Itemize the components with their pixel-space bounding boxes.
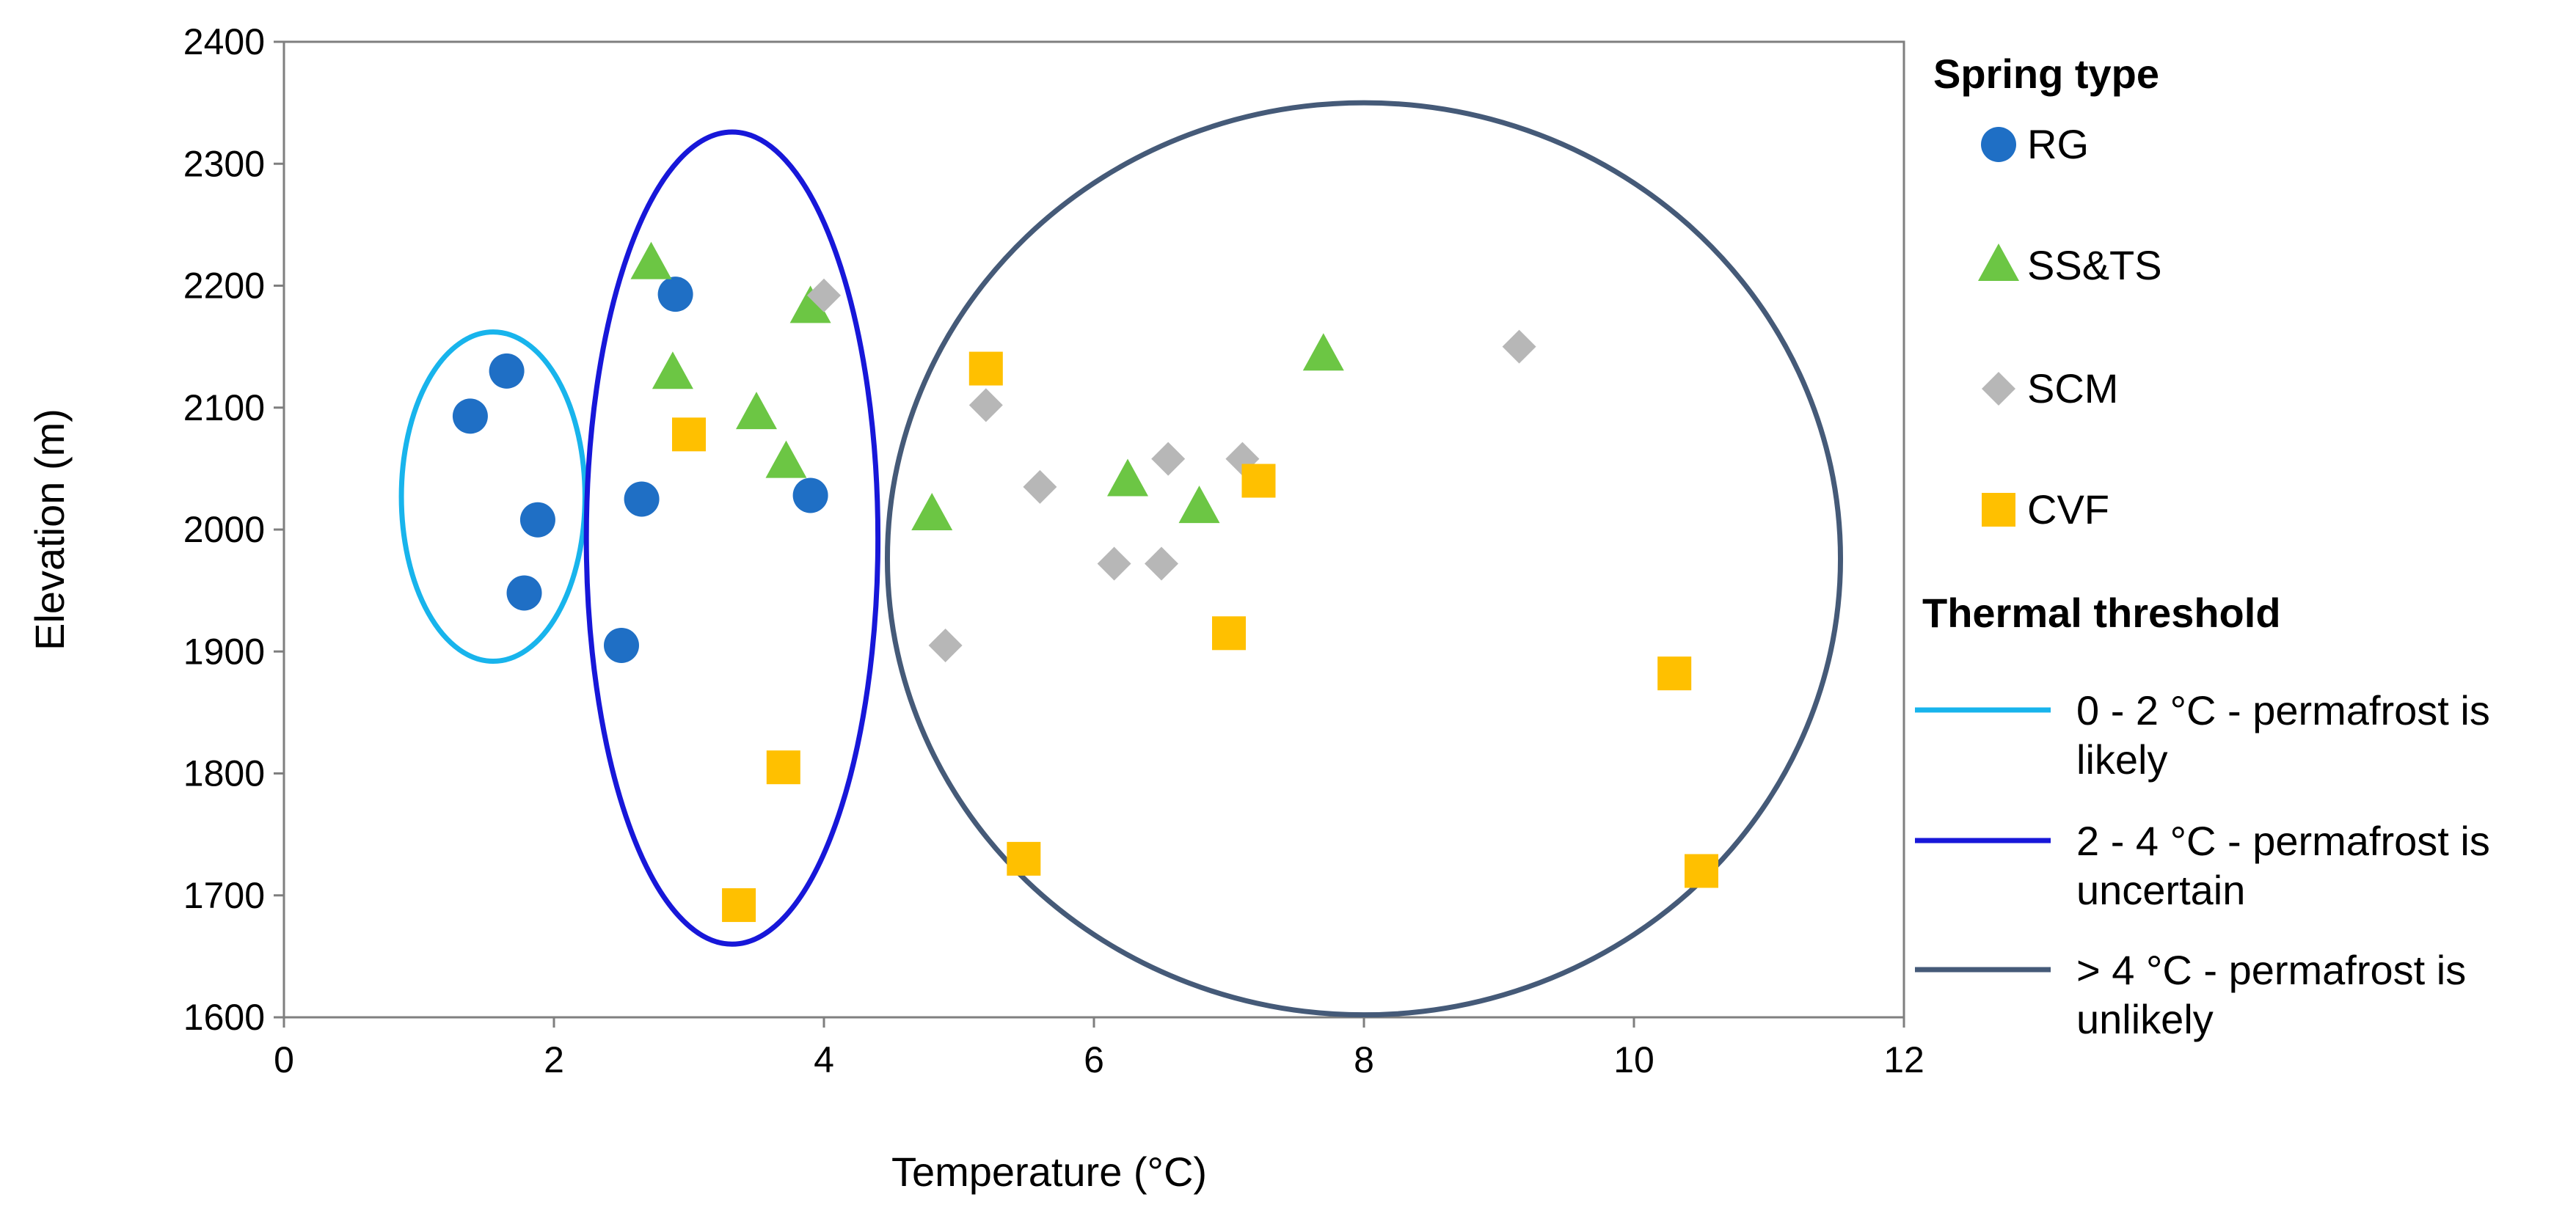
point-rg [489,353,525,389]
y-axis-title: Elevation (m) [26,409,73,651]
point-ss-ts [1107,458,1148,497]
x-tick-label: 10 [1613,1039,1654,1080]
point-rg [506,575,542,611]
legend-threshold-label-uncertain-cont: uncertain [2076,867,2245,913]
y-tick-label: 2100 [183,387,265,428]
point-cvf [1212,616,1246,651]
point-cvf [1007,841,1041,876]
point-ss-ts [1302,333,1344,371]
y-tick-label: 1600 [183,997,265,1038]
point-scm [807,278,841,312]
point-rg [519,502,555,538]
x-axis-title: Temperature (°C) [891,1149,1207,1195]
point-ss-ts [630,241,672,279]
legend-marker-ss-ts [1978,244,2019,281]
legend-marker-cvf [1982,493,2015,527]
threshold-ellipses [398,100,1844,1018]
point-rg [792,477,828,513]
legend-series: RG SS&TS SCM CVF [1978,121,2162,532]
x-tick-label: 6 [1084,1039,1104,1080]
y-tick-label: 2400 [183,21,265,62]
point-scm [1023,469,1057,504]
y-tick-label: 2000 [183,509,265,550]
y-tick-label: 1700 [183,875,265,916]
point-cvf [1241,464,1276,498]
x-tick-label: 8 [1354,1039,1374,1080]
point-scm [1151,442,1186,476]
point-scm [1502,329,1536,364]
legend-threshold-label-unlikely: > 4 °C - permafrost is [2076,947,2466,993]
y-tick-label: 2200 [183,266,265,307]
point-scm [968,388,1003,422]
legend-marker-scm [1982,372,2015,406]
plot-area [282,40,1905,1019]
x-tick-label: 0 [274,1039,294,1080]
legend-threshold-label-likely-cont: likely [2076,736,2167,783]
legend: Spring type RG SS&TS SCM CVF Thermal thresh… [1915,51,2490,1042]
point-rg [604,627,639,663]
point-ss-ts [652,351,693,389]
x-tick-label: 2 [544,1039,564,1080]
point-cvf [968,351,1003,386]
y-tick-label: 2300 [183,143,265,184]
axes: 1600 1700 1800 1900 2000 2100 2200 2300 2400 0 2 4 6… [183,21,1924,1080]
point-cvf [672,417,706,452]
point-ss-ts [1178,486,1220,524]
legend-thermal-threshold-title: Thermal threshold [1922,590,2281,636]
point-ss-ts [789,285,831,323]
legend-label-ss-ts: SS&TS [2027,242,2162,288]
legend-spring-type-title: Spring type [1933,51,2159,97]
point-cvf [1657,656,1692,691]
point-scm [1145,546,1178,581]
point-scm [928,628,963,662]
threshold-ellipse-uncertain [583,129,881,947]
point-rg [657,277,693,312]
x-tick-label: 12 [1883,1039,1924,1080]
legend-label-scm: SCM [2027,365,2118,411]
legend-label-cvf: CVF [2027,486,2109,532]
point-cvf [1685,854,1718,888]
point-rg [452,398,488,434]
threshold-ellipse-unlikely [884,100,1844,1018]
point-ss-ts [765,440,807,478]
point-ss-ts [736,392,777,430]
y-tick-label: 1900 [183,631,265,672]
y-tick-label: 1800 [183,753,265,794]
legend-marker-rg [1981,127,2016,162]
legend-threshold-label-unlikely-cont: unlikely [2076,996,2214,1042]
point-scm [1097,546,1131,581]
data-points [452,241,1718,923]
point-ss-ts [911,493,953,531]
legend-threshold-label-likely: 0 - 2 °C - permafrost is [2076,687,2490,733]
legend-threshold-label-uncertain: 2 - 4 °C - permafrost is [2076,818,2490,864]
point-rg [624,481,660,517]
legend-label-rg: RG [2027,121,2089,167]
point-cvf [722,888,756,923]
x-tick-label: 4 [814,1039,834,1080]
point-cvf [766,750,800,785]
